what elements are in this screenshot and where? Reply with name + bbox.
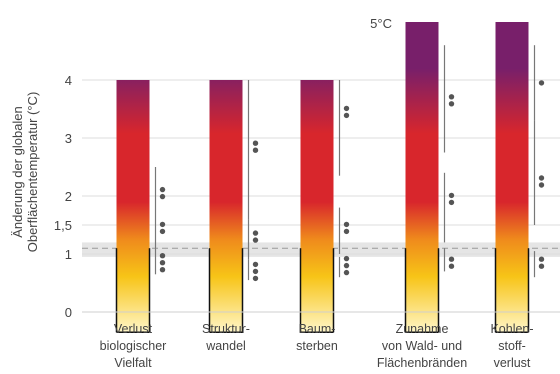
confidence-dot xyxy=(538,256,545,262)
confidence-dot xyxy=(252,261,259,268)
bar xyxy=(300,80,334,333)
confidence-dot xyxy=(159,267,166,273)
confidence-dot xyxy=(252,147,259,153)
confidence-dot xyxy=(343,262,350,269)
category-label-line: Verlust xyxy=(114,322,153,336)
confidence-dot xyxy=(538,182,545,188)
confidence-dot xyxy=(159,186,166,193)
bar xyxy=(116,80,150,333)
y-tick-label: 2 xyxy=(65,189,72,204)
confidence-dot xyxy=(448,199,455,206)
y-tick-label: 1,5 xyxy=(54,218,72,233)
category-label: Baum-sterben xyxy=(296,322,338,353)
confidence-dot xyxy=(252,237,259,243)
category-label: Zunahme von Wald- und Flächenbränden xyxy=(377,322,467,370)
bar xyxy=(495,22,529,333)
y-axis-label-line: Änderung der globalen xyxy=(10,106,25,238)
category-label-line: Baum- xyxy=(299,322,336,336)
confidence-dot xyxy=(159,253,166,259)
y-tick-label: 3 xyxy=(65,131,72,146)
category-label-line: sterben xyxy=(296,339,338,353)
y-tick-label: 1 xyxy=(65,247,72,262)
category-label-line: Struktur- xyxy=(202,322,250,336)
category-label: Verlust biologischer Vielfalt xyxy=(100,322,167,370)
confidence-dot xyxy=(538,263,545,269)
category-label-line: Kohlen- xyxy=(490,322,533,336)
category-label-line: Flächenbränden xyxy=(377,356,467,370)
confidence-dot xyxy=(448,94,455,100)
confidence-dot xyxy=(343,221,350,228)
confidence-dot xyxy=(159,193,166,200)
confidence-dot xyxy=(538,175,545,181)
confidence-dot xyxy=(159,221,166,228)
y-tick-label: 4 xyxy=(65,73,72,88)
confidence-dot xyxy=(343,105,350,112)
confidence-dot xyxy=(159,228,166,235)
confidence-dot xyxy=(252,140,259,146)
confidence-dot xyxy=(252,275,259,282)
confidence-dot xyxy=(448,101,455,107)
confidence-dot xyxy=(252,230,259,236)
confidence-dot xyxy=(343,112,350,119)
category-label-line: von Wald- und xyxy=(382,339,462,353)
y-axis-label: Änderung der globalenOberflächentemperat… xyxy=(10,92,40,253)
category-label: Kohlen-stoff-verlust xyxy=(490,322,533,370)
category-label-line: biologischer xyxy=(100,339,167,353)
confidence-dot xyxy=(538,80,545,86)
confidence-dot xyxy=(448,192,455,199)
category-label-line: Zunahme xyxy=(396,322,449,336)
confidence-dot xyxy=(343,255,350,262)
category-label-line: verlust xyxy=(494,356,531,370)
confidence-dot xyxy=(159,260,166,266)
y-axis-label-line: Oberflächentemperatur (°C) xyxy=(25,92,40,253)
top-value-annotation: 5°C xyxy=(370,16,392,31)
category-label: Struktur-wandel xyxy=(202,322,250,353)
confidence-dot xyxy=(343,269,350,276)
bar xyxy=(209,80,243,333)
confidence-dot xyxy=(343,228,350,235)
category-label-line: stoff- xyxy=(498,339,526,353)
confidence-dot xyxy=(448,263,455,269)
category-label-line: wandel xyxy=(205,339,246,353)
confidence-dot xyxy=(448,256,455,262)
category-label-line: Vielfalt xyxy=(114,356,152,370)
y-tick-label: 0 xyxy=(65,305,72,320)
bar xyxy=(405,22,439,333)
confidence-dot xyxy=(252,268,259,275)
